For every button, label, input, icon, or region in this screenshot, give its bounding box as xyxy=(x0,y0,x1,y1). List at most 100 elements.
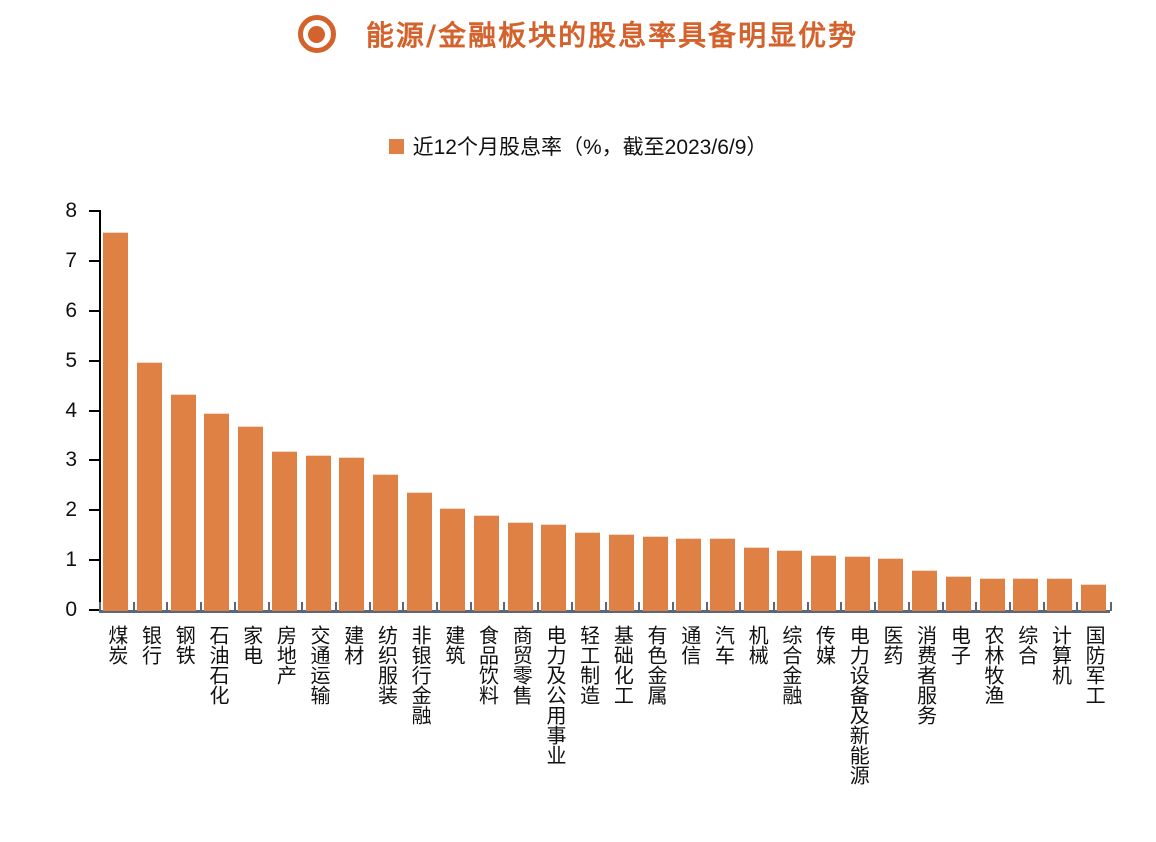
x-axis-category-label: 综合 xyxy=(1014,625,1037,665)
bar[interactable] xyxy=(676,537,702,611)
x-axis-tick-mark xyxy=(301,602,304,611)
x-axis-tick-mark xyxy=(773,602,775,611)
y-axis-tick-mark xyxy=(89,559,101,562)
y-axis-tick-mark xyxy=(89,210,101,212)
x-axis-tick-mark xyxy=(570,602,573,611)
bar[interactable] xyxy=(406,492,432,611)
y-axis-tick-label: 8 xyxy=(65,199,77,222)
x-axis-category-label: 建筑 xyxy=(441,625,464,665)
bar[interactable] xyxy=(642,536,668,611)
x-axis-tick-mark xyxy=(705,602,708,611)
bar[interactable] xyxy=(238,426,264,611)
bar[interactable] xyxy=(878,557,904,611)
bar[interactable] xyxy=(1046,578,1072,611)
bullseye-center-dot xyxy=(308,25,326,43)
y-axis-tick-mark xyxy=(89,459,101,462)
x-axis-category-label: 电力设备及新能源 xyxy=(846,625,869,785)
bar[interactable] xyxy=(339,456,365,611)
bar[interactable] xyxy=(777,549,803,611)
bar[interactable] xyxy=(709,537,735,611)
legend-swatch-icon xyxy=(388,138,404,154)
x-axis-tick-mark xyxy=(402,602,405,611)
x-axis-tick-mark xyxy=(739,602,742,611)
x-axis-category-label: 国防军工 xyxy=(1082,625,1105,705)
x-axis-category-label: 石油石化 xyxy=(205,625,228,705)
x-axis-category-label: 交通运输 xyxy=(307,625,330,705)
x-axis-tick-mark xyxy=(200,602,203,611)
x-axis-tick-mark xyxy=(436,602,438,611)
x-axis-category-label: 钢铁 xyxy=(172,625,195,665)
y-axis-tick-label: 0 xyxy=(65,598,77,621)
x-axis-category-label: 纺织服装 xyxy=(374,625,397,705)
y-axis-tick-label: 6 xyxy=(65,298,77,322)
bar[interactable] xyxy=(945,576,971,611)
bar[interactable] xyxy=(811,555,837,611)
x-axis-category-label: 消费者服务 xyxy=(913,625,936,725)
y-axis-tick-mark xyxy=(89,259,101,262)
y-axis-tick-mark xyxy=(89,359,101,362)
x-axis-tick-mark xyxy=(132,602,135,611)
x-axis-tick-mark xyxy=(469,602,472,611)
x-axis-category-label: 轻工制造 xyxy=(576,625,599,705)
x-axis-category-label: 基础化工 xyxy=(610,625,633,705)
x-axis-category-label: 机械 xyxy=(745,625,768,665)
x-axis-tick-mark xyxy=(604,602,607,611)
x-axis-tick-mark xyxy=(840,602,843,611)
bar[interactable] xyxy=(979,578,1005,611)
x-axis-category-label: 房地产 xyxy=(273,625,296,685)
x-axis-category-label: 综合金融 xyxy=(778,625,801,705)
x-axis-tick-mark xyxy=(874,602,877,611)
bar[interactable] xyxy=(541,523,567,611)
x-axis-tick-mark xyxy=(1008,602,1011,611)
bar[interactable] xyxy=(137,361,163,611)
bar[interactable] xyxy=(575,532,601,611)
y-axis-tick-mark xyxy=(89,309,101,312)
bar[interactable] xyxy=(608,534,634,611)
y-axis-tick-label: 3 xyxy=(65,448,77,472)
y-axis-tick-mark xyxy=(89,609,101,611)
x-axis-tick-mark xyxy=(267,602,270,611)
x-axis-category-label: 医药 xyxy=(879,625,902,665)
x-axis-category-label: 煤炭 xyxy=(104,625,127,665)
x-axis-category-label: 电力及公用事业 xyxy=(542,625,565,765)
x-axis-category-label: 非银行金融 xyxy=(408,625,431,725)
bar[interactable] xyxy=(305,454,331,611)
x-axis-category-label: 通信 xyxy=(677,625,700,665)
x-axis-category-label: 农林牧渔 xyxy=(981,625,1004,705)
bullseye-icon xyxy=(297,15,336,53)
x-axis-category-label: 银行 xyxy=(138,625,161,665)
x-axis-category-label: 计算机 xyxy=(1048,625,1071,685)
bar[interactable] xyxy=(743,547,769,611)
x-axis-category-label: 电子 xyxy=(947,625,970,665)
x-axis-tick-mark xyxy=(638,602,641,611)
bar[interactable] xyxy=(271,451,297,611)
x-axis-tick-mark xyxy=(1042,602,1045,611)
bar[interactable] xyxy=(474,514,500,611)
bar[interactable] xyxy=(204,412,230,611)
x-axis-category-label: 商贸零售 xyxy=(509,625,532,705)
y-axis-tick-label: 5 xyxy=(65,348,77,372)
bar[interactable] xyxy=(912,570,938,611)
x-axis-tick-mark xyxy=(907,602,910,611)
x-axis-line xyxy=(99,610,1110,613)
x-axis-tick-mark xyxy=(671,602,674,611)
bar[interactable] xyxy=(844,555,870,611)
x-axis-tick-mark xyxy=(166,602,169,611)
x-axis-tick-mark xyxy=(941,602,944,611)
bar[interactable] xyxy=(1080,583,1106,611)
x-axis-category-label: 建材 xyxy=(340,625,363,665)
bar[interactable] xyxy=(103,232,129,611)
bar[interactable] xyxy=(170,394,196,611)
y-axis-tick-label: 1 xyxy=(65,548,77,572)
x-axis-category-label: 家电 xyxy=(239,625,262,665)
y-axis-tick-mark xyxy=(89,409,101,412)
bar[interactable] xyxy=(440,508,466,611)
x-axis-tick-mark xyxy=(368,602,371,611)
bar[interactable] xyxy=(372,474,398,611)
legend-label: 近12个月股息率（%，截至2023/6/9） xyxy=(412,136,768,159)
bar[interactable] xyxy=(1013,578,1039,611)
chart-legend: 近12个月股息率（%，截至2023/6/9） xyxy=(0,131,1156,161)
bar[interactable] xyxy=(507,522,533,611)
x-axis-category-label: 传媒 xyxy=(812,625,835,665)
